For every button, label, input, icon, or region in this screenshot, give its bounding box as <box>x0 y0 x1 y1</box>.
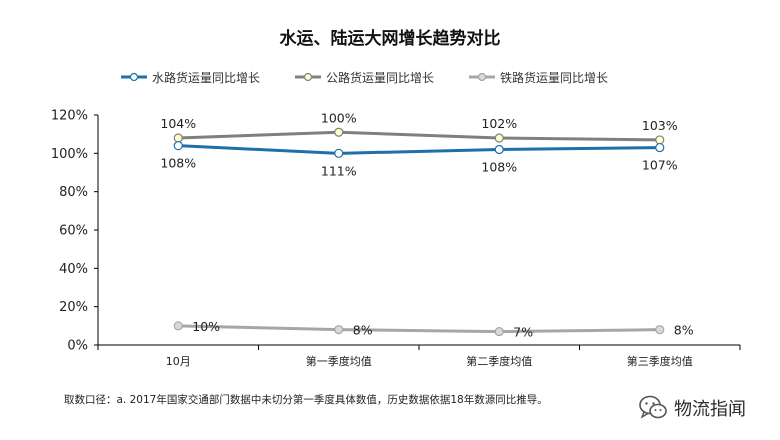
series-line <box>176 324 662 334</box>
data-point <box>494 144 504 155</box>
data-point <box>334 127 344 137</box>
data-label: 103% <box>642 118 678 133</box>
x-tick-label: 第三季度均值 <box>627 354 693 368</box>
data-point <box>334 148 344 158</box>
legend-item: 公路货运量同比增长 <box>294 68 434 86</box>
chart-title: 水运、陆运大网增长趋势对比 <box>279 29 501 49</box>
watermark: 物流指闻 <box>638 394 746 422</box>
data-point <box>655 325 665 335</box>
data-label: 8% <box>674 323 694 338</box>
legend-swatch <box>295 72 322 82</box>
wechat-icon <box>639 395 667 419</box>
data-label: 7% <box>513 325 533 340</box>
legend-swatch <box>469 72 496 82</box>
data-label: 100% <box>321 110 357 125</box>
y-tick-label: 100% <box>51 147 88 162</box>
legend-label: 水路货运量同比增长 <box>152 70 261 85</box>
y-tick-label: 120% <box>51 109 88 124</box>
legend-label: 公路货运量同比增长 <box>326 70 435 85</box>
legend: 水路货运量同比增长 公路货运量同比增长 铁路货运量同比增长 <box>120 68 608 86</box>
series-line <box>176 144 662 155</box>
data-point <box>173 133 183 143</box>
y-tick-label: 0% <box>67 339 88 354</box>
data-label: 108% <box>481 160 517 175</box>
footnote: 取数口径：a. 2017年国家交通部门数据中未切分第一季度具体数值，历史数据依据… <box>64 394 548 406</box>
legend-item: 铁路货运量同比增长 <box>468 68 608 86</box>
y-tick-label: 20% <box>59 300 88 315</box>
legend-swatch <box>121 72 147 82</box>
series-line <box>176 130 662 142</box>
x-tick-label: 第二季度均值 <box>466 354 532 368</box>
data-point <box>494 326 504 337</box>
data-label: 108% <box>160 156 196 171</box>
x-tick-label: 第一季度均值 <box>306 354 372 368</box>
x-tick-label: 10月 <box>166 355 191 368</box>
watermark-text: 物流指闻 <box>674 399 746 420</box>
data-label: 8% <box>353 323 373 338</box>
y-tick-label: 60% <box>59 224 88 239</box>
data-label: 111% <box>321 163 357 178</box>
y-tick-label: 80% <box>59 185 88 200</box>
data-point <box>494 133 504 143</box>
data-label: 104% <box>160 116 196 131</box>
legend-item: 水路货运量同比增长 <box>120 68 260 86</box>
data-label: 10% <box>192 319 220 334</box>
data-point <box>173 141 183 151</box>
data-point <box>334 325 344 335</box>
data-label: 102% <box>481 116 517 131</box>
data-point <box>173 321 183 331</box>
data-point <box>655 142 665 153</box>
legend-label: 铁路货运量同比增长 <box>500 70 609 85</box>
data-label: 107% <box>642 158 678 173</box>
y-tick-label: 40% <box>59 262 88 277</box>
data-point <box>655 135 665 145</box>
